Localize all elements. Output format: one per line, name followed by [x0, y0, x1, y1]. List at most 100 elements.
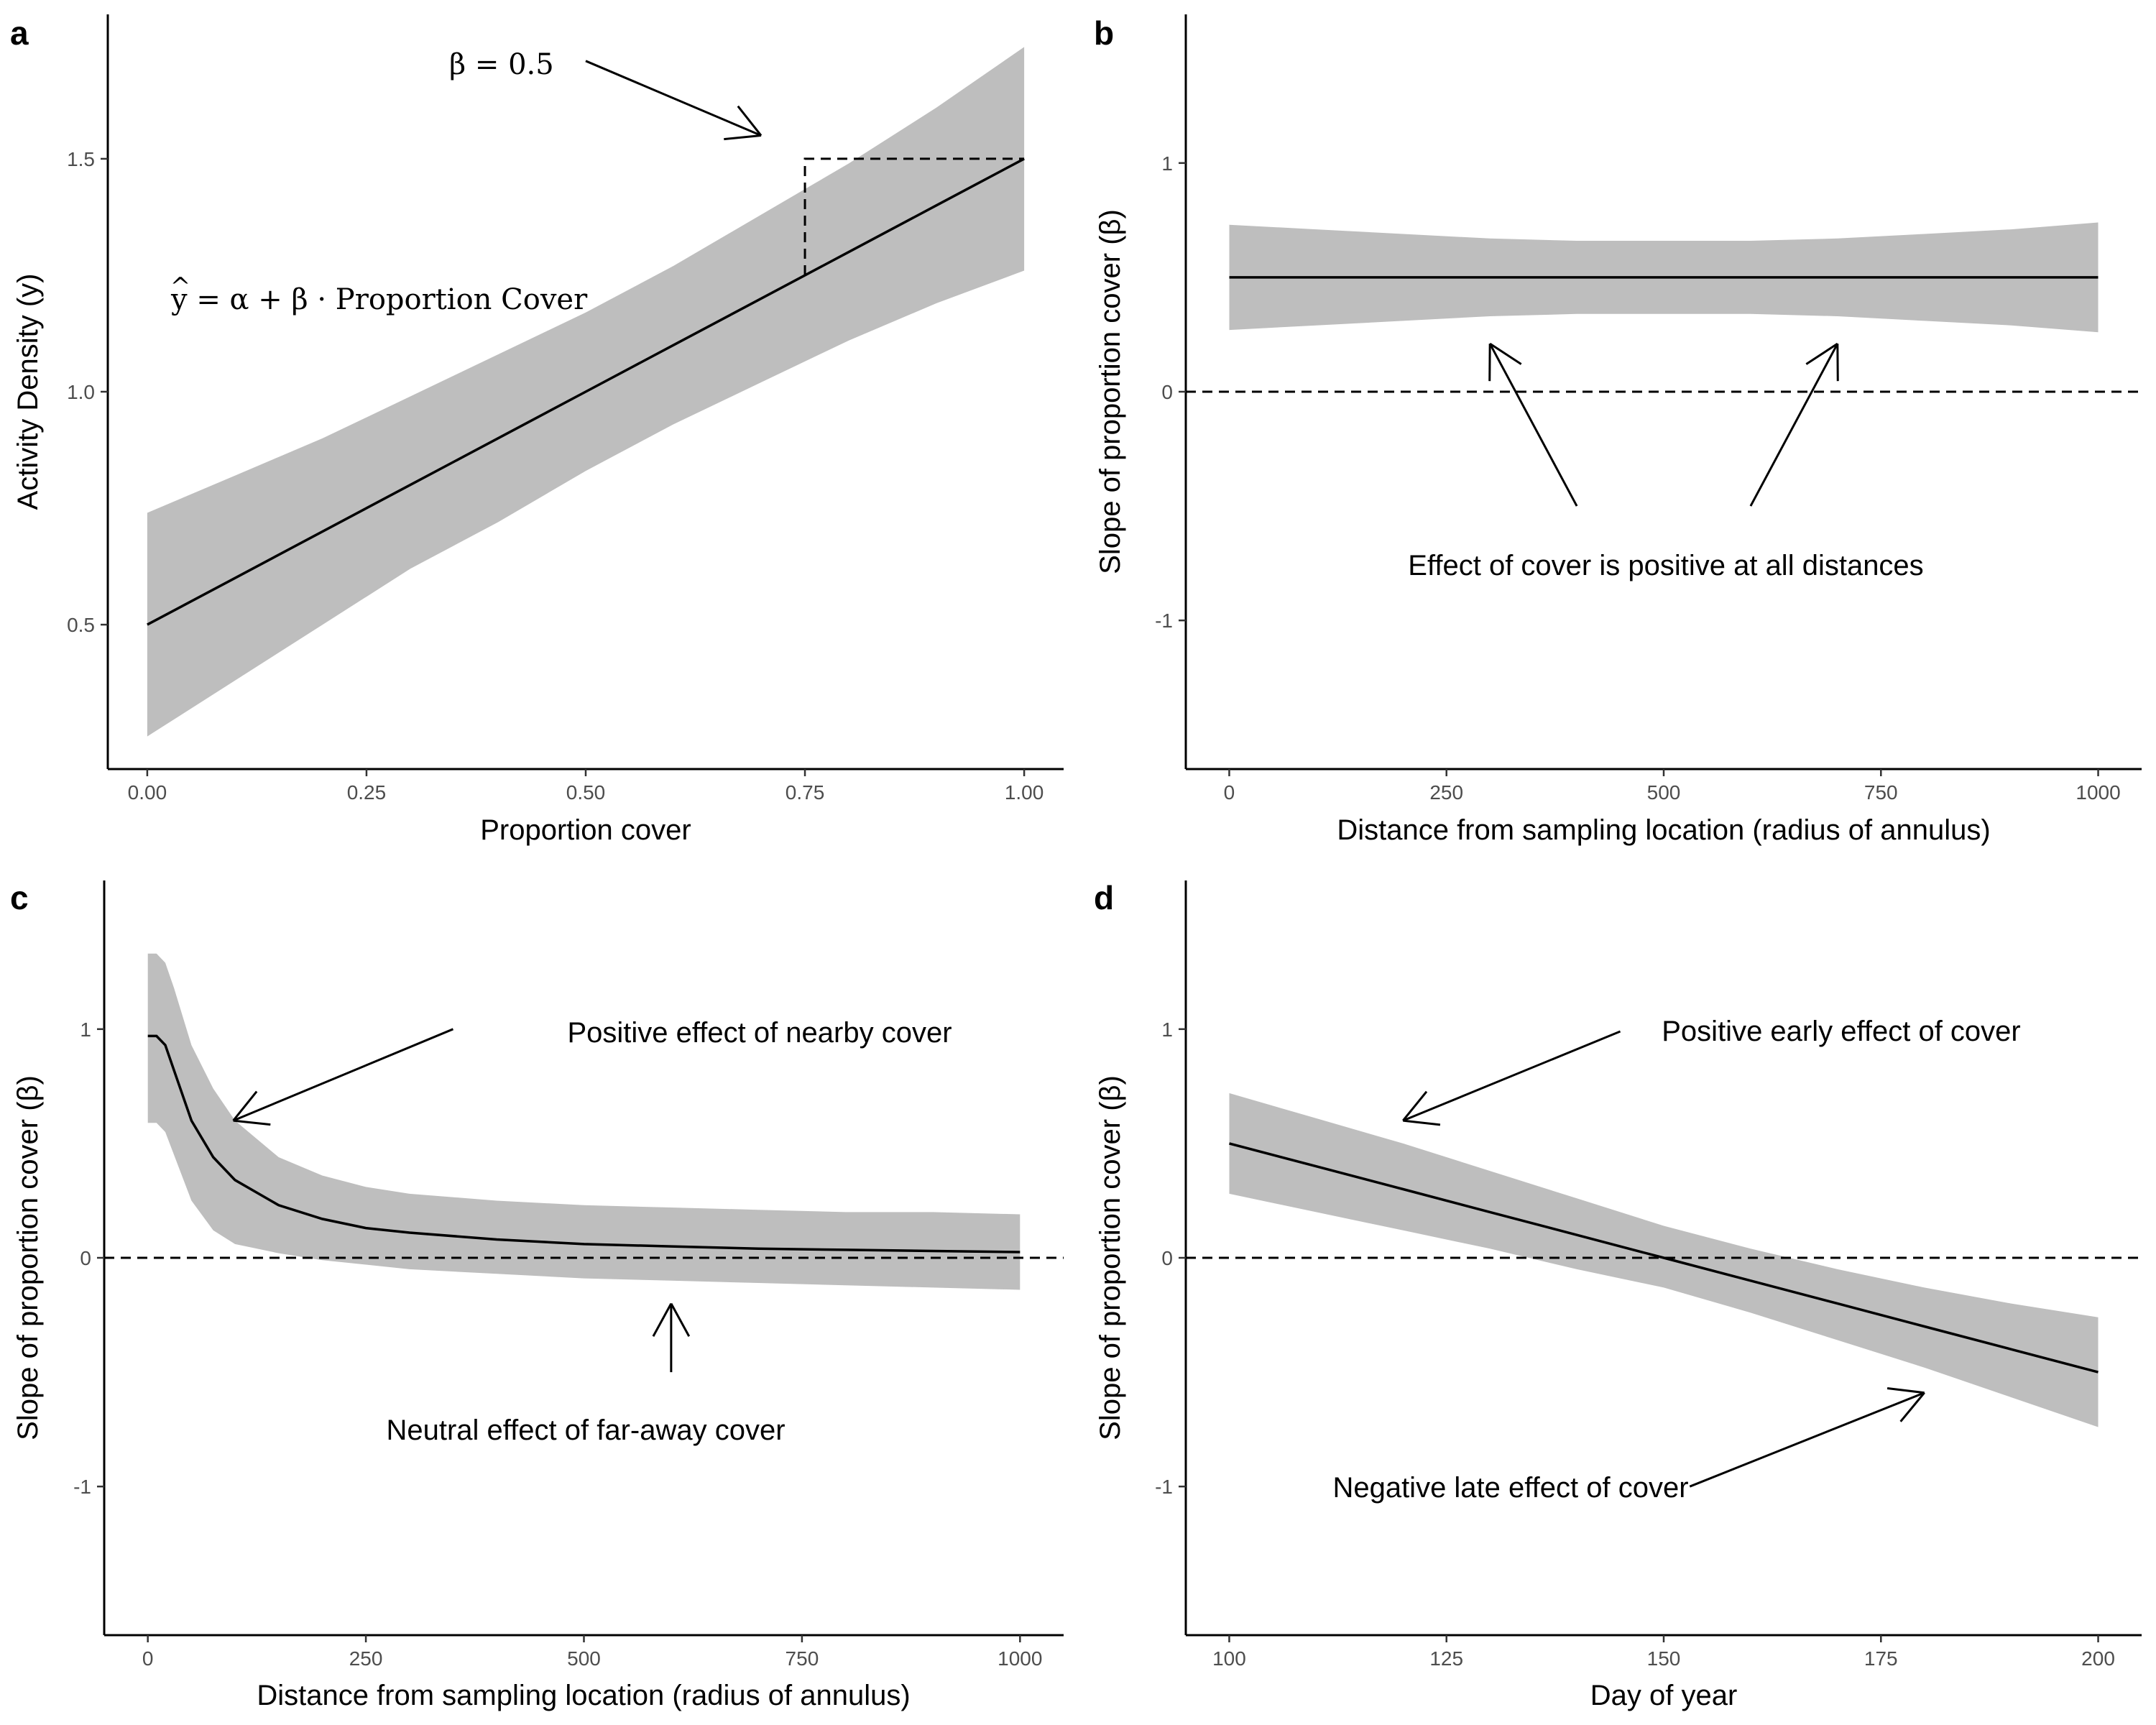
- panel-a-y-ticks: 0.5 1.0 1.5: [67, 148, 108, 636]
- panel-b-x-tick-label: 500: [1647, 781, 1681, 804]
- panel-d-y-axis-title: Slope of proportion cover (β): [1095, 1075, 1126, 1440]
- panel-d-tag: d: [1094, 879, 1114, 916]
- panel-c-y-tick-label: -1: [73, 1476, 91, 1498]
- panel-c-arrow: [652, 1302, 691, 1373]
- arrow-head: [1489, 342, 1522, 365]
- panel-a-y-tick-label: 1.5: [67, 148, 95, 170]
- arrow-head: [1402, 1090, 1428, 1122]
- panel-b-x-axis-title: Distance from sampling location (radius …: [1337, 814, 1990, 846]
- panel-d-x-ticks: 100 125 150 175 200: [1212, 1635, 2115, 1670]
- panel-a-formula-hat: ^: [170, 272, 191, 301]
- panel-d-x-tick-label: 175: [1864, 1647, 1898, 1670]
- arrow-head: [1805, 342, 1838, 365]
- panel-a-y-tick-label: 1.0: [67, 381, 95, 403]
- panel-c-y-tick-label: 0: [80, 1247, 91, 1269]
- arrow-head: [670, 1302, 691, 1337]
- panel-d-line-group: [1229, 1142, 2099, 1374]
- panel-b-y-axis-title: Slope of proportion cover (β): [1095, 209, 1126, 574]
- panel-c-x-tick-label: 250: [349, 1647, 383, 1670]
- arrow-shaft: [1488, 343, 1578, 507]
- panel-c-line-group: [147, 1034, 1021, 1254]
- panel-d-y-tick-label: 1: [1161, 1018, 1173, 1041]
- panel-d: d 100 125 150 175 200 -1 0 1 Day of year…: [1094, 879, 2142, 1711]
- arrow-head: [652, 1302, 673, 1337]
- panel-a-x-tick-label: 0.50: [566, 781, 606, 804]
- panel-c-arrow: [232, 1028, 454, 1126]
- panel-b: b 0 250 500 750 1000 -1 0 1 Distance fro…: [1094, 14, 2142, 846]
- panel-d-confidence-ribbon: [1229, 1092, 2099, 1427]
- panel-a-x-tick-label: 0.25: [347, 781, 387, 804]
- panel-a-line-group: [147, 157, 1025, 626]
- panel-d-ribbon-group: [1229, 1092, 2099, 1427]
- panel-d-x-tick-label: 150: [1647, 1647, 1681, 1670]
- panel-a-y-axis-title: Activity Density (y): [12, 274, 44, 510]
- panel-c-tag: c: [10, 879, 29, 916]
- panel-c: c 0 250 500 750 1000 -1 0 1 Distance fro…: [10, 879, 1064, 1711]
- panel-b-arrows-group: [1488, 342, 1839, 507]
- panel-d-arrow: [1689, 1387, 1925, 1488]
- arrow-head: [724, 134, 762, 141]
- panel-d-x-tick-label: 200: [2081, 1647, 2115, 1670]
- panel-c-far-annotation: Neutral effect of far-away cover: [386, 1414, 785, 1446]
- panel-c-x-tick-label: 0: [142, 1647, 154, 1670]
- arrow-shaft: [585, 60, 762, 137]
- panel-b-x-ticks: 0 250 500 750 1000: [1224, 769, 2121, 804]
- panel-d-late-annotation: Negative late effect of cover: [1332, 1472, 1688, 1504]
- panel-a-formula: y = α + β · Proportion Cover: [170, 283, 588, 316]
- panel-b-tag: b: [1094, 14, 1114, 52]
- panel-c-x-tick-label: 750: [786, 1647, 819, 1670]
- panel-b-y-tick-label: 1: [1161, 152, 1173, 175]
- panel-a-tag: a: [10, 14, 29, 52]
- arrow-head: [1899, 1392, 1925, 1422]
- panel-c-y-ticks: -1 0 1: [73, 1018, 104, 1498]
- panel-b-y-tick-label: 0: [1161, 381, 1173, 403]
- panel-a-x-tick-label: 0.75: [786, 781, 825, 804]
- panel-b-annotation: Effect of cover is positive at all dista…: [1408, 550, 1923, 581]
- panel-b-y-ticks: -1 0 1: [1155, 152, 1186, 632]
- arrow-shaft: [1402, 1030, 1621, 1122]
- panel-a-x-tick-label: 1.00: [1005, 781, 1044, 804]
- panel-b-y-tick-label: -1: [1155, 610, 1173, 632]
- panel-b-x-tick-label: 750: [1864, 781, 1898, 804]
- panel-c-fit-line: [147, 1034, 1021, 1254]
- panel-c-x-ticks: 0 250 500 750 1000: [142, 1635, 1042, 1670]
- panel-c-arrows-group: [232, 1028, 691, 1373]
- panel-a-x-axis-title: Proportion cover: [480, 814, 691, 846]
- panel-a: a 0.00 0.25 0.50 0.75 1.00 0.5 1.0 1.5 P…: [10, 14, 1064, 846]
- panel-a-fit-line: [147, 157, 1025, 626]
- panel-d-arrow: [1402, 1030, 1621, 1126]
- panel-d-y-ticks: -1 0 1: [1155, 1018, 1186, 1498]
- arrow-shaft: [1689, 1392, 1925, 1488]
- panel-d-x-tick-label: 100: [1212, 1647, 1246, 1670]
- panel-d-fit-line: [1229, 1142, 2099, 1374]
- arrow-shaft: [1749, 343, 1839, 507]
- panel-c-ribbon-group: [147, 953, 1021, 1290]
- arrow-head: [232, 1090, 258, 1122]
- panel-c-x-tick-label: 500: [567, 1647, 601, 1670]
- arrow-head: [737, 105, 763, 137]
- panel-c-y-axis-title: Slope of proportion cover (β): [12, 1075, 44, 1440]
- panel-c-near-annotation: Positive effect of nearby cover: [567, 1017, 952, 1049]
- panel-b-x-tick-label: 1000: [2076, 781, 2120, 804]
- panel-a-beta-label: β = 0.5: [449, 48, 554, 81]
- panel-d-arrows-group: [1402, 1030, 1925, 1488]
- panel-a-x-ticks: 0.00 0.25 0.50 0.75 1.00: [128, 769, 1044, 804]
- panel-b-x-tick-label: 0: [1224, 781, 1235, 804]
- arrow-head: [233, 1119, 271, 1126]
- arrow-shaft: [233, 1028, 454, 1122]
- panel-a-formula-y: y: [170, 283, 188, 316]
- panel-c-x-tick-label: 1000: [998, 1647, 1042, 1670]
- panel-b-x-tick-label: 250: [1429, 781, 1463, 804]
- panel-c-confidence-ribbon: [147, 953, 1021, 1290]
- panel-a-arrows-group: [585, 60, 763, 141]
- panel-d-y-tick-label: -1: [1155, 1476, 1173, 1498]
- arrow-head: [1886, 1387, 1925, 1394]
- panel-a-arrow: [585, 60, 763, 141]
- panel-a-y-tick-label: 0.5: [67, 614, 95, 636]
- panel-c-y-tick-label: 1: [80, 1018, 91, 1041]
- panel-a-slope-guide: [803, 157, 1025, 275]
- panel-d-x-axis-title: Day of year: [1590, 1680, 1738, 1711]
- panel-a-guide-group: [803, 157, 1025, 275]
- panel-a-x-tick-label: 0.00: [128, 781, 167, 804]
- panel-d-x-tick-label: 125: [1429, 1647, 1463, 1670]
